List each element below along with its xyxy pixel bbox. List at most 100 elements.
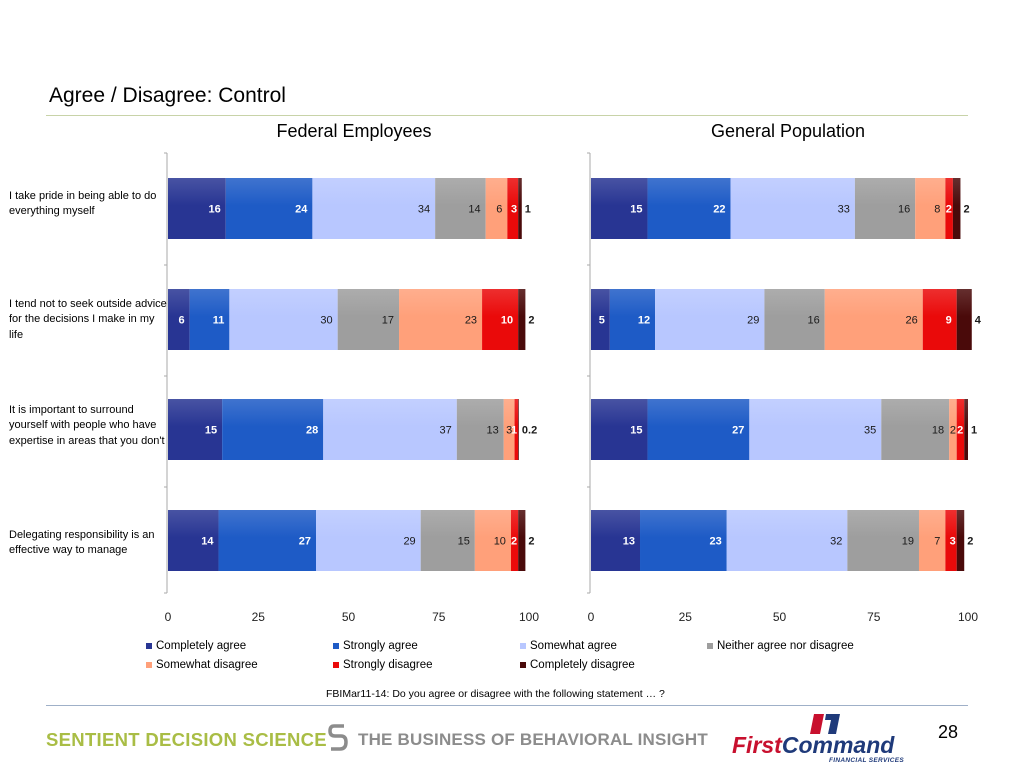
bar-segment-federal-row1-completely-disagree xyxy=(518,178,522,239)
data-label-federal-row2: 30 xyxy=(320,315,332,327)
data-label-federal-row4: 2 xyxy=(511,536,517,548)
data-label-federal-row3: 13 xyxy=(486,425,498,437)
data-label-federal-row3: 28 xyxy=(306,425,318,437)
row-label-pride: I take pride in being able to do everyth… xyxy=(9,190,157,218)
bar-segment-federal-row3-neither-agree-nor-disagree xyxy=(456,399,504,460)
data-label-general-row3: 27 xyxy=(732,425,744,437)
data-label-federal-row3: 15 xyxy=(205,425,217,437)
bar-segment-general-row4-completely-agree xyxy=(591,510,641,571)
bar-segment-general-row3-neither-agree-nor-disagree xyxy=(881,399,950,460)
data-label-federal-row4: 2 xyxy=(528,536,534,548)
row-label-expertise: It is important to surround yourself wit… xyxy=(9,404,165,447)
x-tick-label-federal: 25 xyxy=(252,610,266,624)
data-label-federal-row1: 34 xyxy=(418,204,430,216)
bar-segment-federal-row1-strongly-agree xyxy=(225,178,313,239)
data-label-general-row2: 29 xyxy=(747,315,759,327)
bar-segment-federal-row3-somewhat-agree xyxy=(323,399,457,460)
bar-segment-general-row1-neither-agree-nor-disagree xyxy=(854,178,916,239)
logo-command: Command xyxy=(781,732,895,758)
bar-segment-federal-row1-strongly-disagree xyxy=(507,178,519,239)
data-label-general-row2: 9 xyxy=(946,315,952,327)
bar-segment-federal-row3-completely-agree xyxy=(168,399,223,460)
data-label-general-row2: 4 xyxy=(975,315,982,327)
data-label-general-row4: 3 xyxy=(950,536,956,548)
bar-segment-general-row1-completely-agree xyxy=(591,178,648,239)
data-label-general-row1: 2 xyxy=(946,204,952,216)
x-tick-label-general: 75 xyxy=(867,610,881,624)
survey-footnote: FBIMar11-14: Do you agree or disagree wi… xyxy=(326,688,665,700)
bar-segment-general-row4-strongly-disagree xyxy=(945,510,957,571)
data-label-federal-row2: 11 xyxy=(213,315,225,327)
data-label-general-row3: 2 xyxy=(957,425,963,437)
data-label-general-row2: 16 xyxy=(807,315,819,327)
data-label-federal-row1: 1 xyxy=(525,204,531,216)
legend-label: Strongly disagree xyxy=(343,659,433,671)
x-tick-label-general: 0 xyxy=(588,610,595,624)
data-label-general-row2: 12 xyxy=(638,315,650,327)
legend-swatch xyxy=(146,662,152,668)
bar-segment-general-row3-completely-agree xyxy=(591,399,648,460)
bar-segment-general-row2-somewhat-disagree xyxy=(824,289,923,350)
bar-segment-general-row3-strongly-disagree xyxy=(956,399,965,460)
bar-segment-general-row4-completely-disagree xyxy=(956,510,965,571)
bar-segment-federal-row4-completely-agree xyxy=(168,510,219,571)
data-label-general-row4: 2 xyxy=(967,536,973,548)
title-divider xyxy=(46,115,968,116)
legend-label: Completely disagree xyxy=(530,659,635,671)
logo-first: First xyxy=(732,732,782,758)
data-label-federal-row2: 17 xyxy=(382,315,394,327)
first-command-logo: FirstCommand FINANCIAL SERVICES xyxy=(728,712,904,767)
data-label-general-row1: 16 xyxy=(898,204,910,216)
legend-label: Somewhat agree xyxy=(530,640,617,652)
legend-swatch xyxy=(146,643,152,649)
bar-segment-federal-row4-strongly-agree xyxy=(218,510,317,571)
data-label-federal-row1: 24 xyxy=(295,204,308,216)
data-label-general-row4: 7 xyxy=(934,536,940,548)
bar-segment-general-row4-strongly-agree xyxy=(640,510,727,571)
data-label-federal-row1: 14 xyxy=(468,204,480,216)
panel-title-federal-employees: Federal Employees xyxy=(276,121,432,141)
legend-label: Neither agree nor disagree xyxy=(717,640,854,652)
bar-segment-general-row2-strongly-agree xyxy=(609,289,656,350)
bar-segment-federal-row1-completely-agree xyxy=(168,178,226,239)
bar-segment-general-row3-completely-disagree xyxy=(964,399,968,460)
data-label-general-row3: 1 xyxy=(971,425,977,437)
bar-segment-federal-row2-strongly-disagree xyxy=(482,289,519,350)
data-label-federal-row1: 16 xyxy=(209,204,221,216)
data-label-federal-row2: 2 xyxy=(528,315,534,327)
bar-segment-federal-row2-strongly-agree xyxy=(189,289,230,350)
bar-segment-general-row3-strongly-agree xyxy=(647,399,750,460)
row-label-delegating: Delegating responsibility is an effectiv… xyxy=(9,529,155,557)
logo-subtitle: FINANCIAL SERVICES xyxy=(829,757,904,764)
bar-segment-federal-row4-somewhat-disagree xyxy=(474,510,511,571)
data-label-general-row3: 35 xyxy=(864,425,876,437)
bar-segment-federal-row4-neither-agree-nor-disagree xyxy=(420,510,475,571)
x-tick-label-federal: 75 xyxy=(432,610,446,624)
legend-item-somewhat-disagree: Somewhat disagree xyxy=(146,659,258,671)
bar-segment-general-row4-somewhat-disagree xyxy=(918,510,946,571)
bar-segment-general-row1-somewhat-disagree xyxy=(915,178,946,239)
data-label-general-row3: 2 xyxy=(950,425,956,437)
x-tick-label-general: 50 xyxy=(773,610,787,624)
bar-segment-federal-row4-completely-disagree xyxy=(518,510,526,571)
data-label-federal-row1: 6 xyxy=(496,204,502,216)
bar-segment-federal-row2-completely-agree xyxy=(168,289,190,350)
data-label-federal-row2: 6 xyxy=(179,315,185,327)
first-command-emblem-icon xyxy=(810,714,840,734)
data-label-general-row4: 13 xyxy=(623,536,635,548)
bar-segment-general-row3-somewhat-disagree xyxy=(949,399,957,460)
x-tick-label-general: 100 xyxy=(958,610,978,624)
legend-label: Completely agree xyxy=(156,640,247,652)
legend-swatch xyxy=(520,662,526,668)
data-label-general-row1: 15 xyxy=(630,204,642,216)
bar-segment-federal-row3-strongly-agree xyxy=(222,399,324,460)
bar-segment-federal-row1-neither-agree-nor-disagree xyxy=(435,178,486,239)
page-title: Agree / Disagree: Control xyxy=(49,84,286,107)
data-label-general-row1: 2 xyxy=(963,204,969,216)
brand-tagline: THE BUSINESS OF BEHAVIORAL INSIGHT xyxy=(358,730,708,749)
data-label-general-row4: 23 xyxy=(709,536,721,548)
bar-segment-general-row4-neither-agree-nor-disagree xyxy=(847,510,919,571)
footer-divider xyxy=(46,705,968,706)
legend-swatch xyxy=(333,662,339,668)
